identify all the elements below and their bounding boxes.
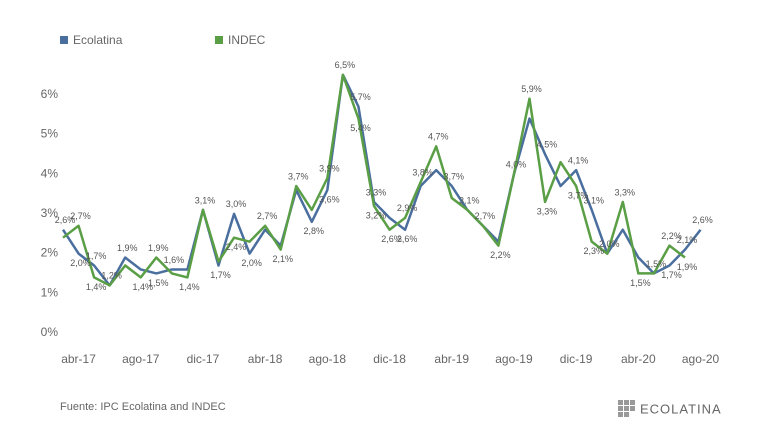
value-label: 1,9% (677, 262, 698, 272)
legend-label: INDEC (228, 33, 266, 47)
value-label: 1,4% (86, 282, 107, 292)
series-line (62, 73, 686, 287)
value-label: 2,2% (490, 250, 511, 260)
x-tick-label: abr-20 (621, 352, 656, 366)
x-tick-label: ago-19 (495, 352, 533, 366)
series-line (61, 73, 702, 287)
y-tick-label: 1% (41, 285, 59, 299)
value-label: 2,6% (397, 234, 418, 244)
value-label: 3,8% (412, 167, 433, 177)
value-label: 2,0% (241, 258, 262, 268)
value-label: 3,7% (288, 171, 309, 181)
value-label: 1,9% (117, 243, 138, 253)
value-label: 4,1% (568, 156, 589, 166)
x-tick-label: abr-19 (434, 352, 469, 366)
value-label: 1,4% (132, 282, 153, 292)
value-label: 1,7% (86, 251, 107, 261)
value-label: 3,1% (459, 195, 480, 205)
value-label: 2,2% (661, 231, 682, 241)
value-label: 2,6% (381, 234, 402, 244)
value-label: 1,2% (101, 271, 122, 281)
value-label: 2,3% (583, 246, 604, 256)
x-tick-label: dic-17 (187, 352, 220, 366)
value-label: 3,1% (195, 195, 216, 205)
value-label: 5,4% (350, 123, 371, 133)
value-label: 1,5% (646, 259, 667, 269)
value-label: 2,7% (475, 211, 496, 221)
value-label: 1,5% (630, 278, 651, 288)
y-tick-label: 0% (41, 325, 59, 339)
value-label: 5,7% (350, 92, 371, 102)
value-label: 1,4% (179, 282, 200, 292)
x-tick-label: ago-20 (682, 352, 720, 366)
value-label: 3,7% (568, 190, 589, 200)
value-label: 2,1% (677, 235, 698, 245)
source: Fuente: IPC Ecolatina and INDEC (60, 401, 226, 413)
x-tick-label: abr-18 (248, 352, 283, 366)
value-label: 2,7% (70, 211, 91, 221)
value-label: 1,7% (210, 270, 231, 280)
value-label: 4,7% (428, 132, 449, 142)
value-label: 3,2% (366, 210, 387, 220)
value-label: 3,3% (366, 187, 387, 197)
value-label: 1,9% (148, 243, 169, 253)
value-label: 3,9% (319, 163, 340, 173)
y-tick-label: 3% (41, 206, 59, 220)
value-label: 2,4% (226, 242, 247, 252)
x-tick-label: ago-18 (309, 352, 347, 366)
value-label: 1,6% (164, 255, 185, 265)
x-tick-label: ago-17 (122, 352, 160, 366)
value-label: 2,0% (599, 239, 620, 249)
value-label: 3,3% (615, 187, 636, 197)
value-label: 2,6% (55, 215, 76, 225)
value-label: 6,5% (335, 60, 356, 70)
value-label: 2,0% (70, 258, 91, 268)
value-label: 3,6% (319, 194, 340, 204)
y-tick-label: 6% (41, 87, 59, 101)
x-tick-label: dic-18 (373, 352, 406, 366)
value-label: 2,9% (397, 203, 418, 213)
value-label: 3,1% (583, 195, 604, 205)
x-tick-label: dic-19 (560, 352, 593, 366)
y-tick-label: 2% (41, 246, 59, 260)
y-tick-label: 5% (41, 127, 59, 141)
value-label: 1,5% (148, 278, 169, 288)
value-label: 2,1% (272, 254, 293, 264)
value-label: 2,7% (257, 211, 278, 221)
legend-swatch (60, 36, 68, 44)
value-label: 3,0% (226, 199, 247, 209)
legend-label: Ecolatina (73, 33, 123, 47)
value-label: 4,0% (506, 160, 527, 170)
value-label: 5,9% (521, 84, 542, 94)
logo: ECOLATINA (640, 401, 722, 416)
logo-icon (618, 400, 635, 417)
y-tick-label: 4% (41, 166, 59, 180)
value-label: 4,5% (537, 140, 558, 150)
x-tick-label: abr-17 (61, 352, 96, 366)
legend-swatch (215, 36, 223, 44)
value-label: 3,3% (537, 206, 558, 216)
value-label: 2,8% (304, 226, 325, 236)
value-label: 2,6% (692, 215, 713, 225)
value-label: 3,7% (443, 171, 464, 181)
value-label: 1,7% (661, 270, 682, 280)
